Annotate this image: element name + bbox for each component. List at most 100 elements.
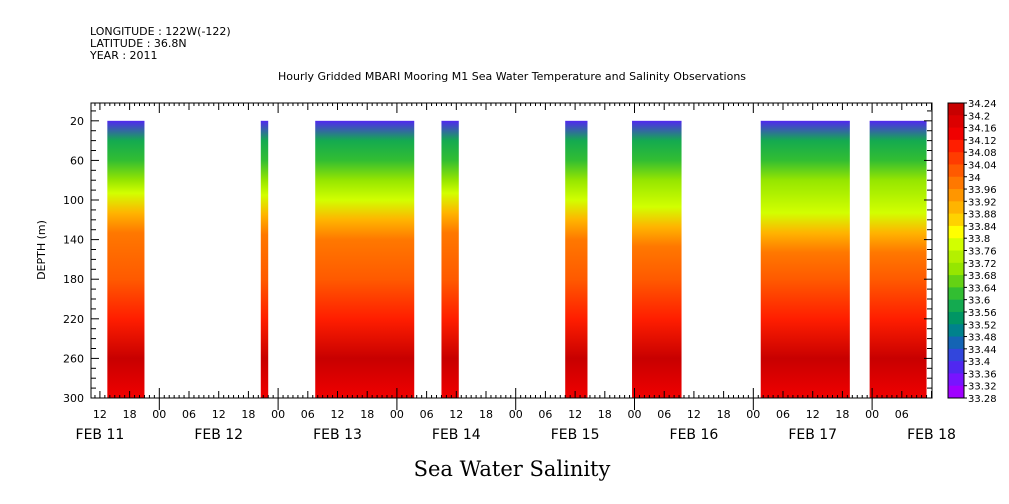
x-hour-label: 06 [538, 408, 552, 421]
colorbar-label: 33.8 [968, 234, 990, 245]
colorbar-swatch [948, 373, 964, 387]
y-tick-label: 220 [63, 313, 84, 326]
colorbar-label: 34.08 [968, 148, 997, 159]
colorbar-swatch [948, 225, 964, 239]
colorbar-swatch [948, 336, 964, 350]
y-tick-label: 20 [70, 115, 84, 128]
x-hour-label: 06 [657, 408, 671, 421]
x-date-label: FEB 15 [551, 427, 600, 443]
colorbar-swatch [948, 385, 964, 399]
colorbar-swatch [948, 311, 964, 325]
colorbar-swatch [948, 201, 964, 215]
x-hour-label: 18 [123, 408, 137, 421]
x-date-label: FEB 12 [194, 427, 243, 443]
x-date-label: FEB 18 [907, 427, 956, 443]
y-tick-label: 180 [63, 273, 84, 286]
year-label: YEAR : 2011 [89, 49, 158, 62]
y-tick-label: 260 [63, 352, 84, 365]
colorbar-swatch [948, 262, 964, 276]
x-hour-label: 06 [420, 408, 434, 421]
x-hour-label: 12 [93, 408, 107, 421]
colorbar-swatch [948, 324, 964, 338]
colorbar-label: 33.76 [968, 247, 997, 258]
y-tick-label: 100 [63, 194, 84, 207]
colorbar-swatch [948, 348, 964, 362]
colorbar-label: 33.32 [968, 382, 997, 393]
colorbar-label: 33.4 [968, 357, 990, 368]
data-segment [869, 120, 927, 399]
y-axis-label: DEPTH (m) [35, 220, 48, 280]
x-hour-label: 12 [212, 408, 226, 421]
colorbar-swatch [948, 189, 964, 202]
data-segments [107, 120, 927, 399]
plot-frame [90, 102, 933, 399]
colorbar-label: 34.16 [968, 124, 997, 135]
latitude-label: LATITUDE : 36.8N [90, 37, 187, 50]
y-axis: 20 60 100 140 180 220 260 300 [63, 110, 932, 405]
x-hour-label: 00 [390, 408, 404, 421]
chart-title: Hourly Gridded MBARI Mooring M1 Sea Wate… [278, 70, 746, 83]
x-hour-label: 00 [865, 408, 879, 421]
x-hour-label: 18 [835, 408, 849, 421]
x-date-label: FEB 16 [670, 427, 719, 443]
data-segment [315, 120, 415, 399]
x-hour-label: 12 [568, 408, 582, 421]
colorbar-label: 33.44 [968, 345, 997, 356]
colorbar-swatch [948, 139, 964, 153]
x-hour-label: 00 [271, 408, 285, 421]
colorbar-label: 33.92 [968, 197, 997, 208]
x-hour-label: 18 [598, 408, 612, 421]
y-tick-label: 60 [70, 154, 84, 167]
colorbar-swatch [948, 250, 964, 264]
colorbar-label: 34.24 [968, 99, 997, 110]
x-hour-label: 00 [509, 408, 523, 421]
x-hour-label: 00 [628, 408, 642, 421]
colorbar-swatch [948, 213, 964, 227]
colorbar-swatch [948, 238, 964, 251]
x-date-label: FEB 14 [432, 427, 481, 443]
colorbar-swatch [948, 275, 964, 288]
colorbar-label: 34.2 [968, 111, 990, 122]
x-hour-label: 18 [479, 408, 493, 421]
x-date-label: FEB 11 [76, 427, 125, 443]
colorbar-swatch [948, 164, 964, 178]
data-segment [260, 120, 269, 399]
plot-subtitle: Sea Water Salinity [414, 457, 611, 481]
colorbar-label: 33.72 [968, 259, 997, 270]
colorbar-label: 33.68 [968, 271, 997, 282]
x-hour-label: 12 [331, 408, 345, 421]
colorbar-swatch [948, 127, 964, 141]
colorbar-label: 33.6 [968, 296, 990, 307]
colorbar-label: 33.84 [968, 222, 997, 233]
y-tick-label: 140 [63, 234, 84, 247]
colorbar-swatch [948, 299, 964, 313]
x-hour-label: 06 [182, 408, 196, 421]
colorbar-label: 34.12 [968, 136, 997, 147]
x-hour-label: 00 [746, 408, 760, 421]
colorbar-swatch [948, 103, 964, 116]
colorbar-label: 33.64 [968, 283, 997, 294]
colorbar-swatch [948, 176, 964, 190]
x-axis: 12 18 00 06 12 18 00 06 12 18 00 06 12 18 00 06 12 18 00 06… [76, 103, 956, 443]
data-segment [632, 120, 682, 399]
data-segment [565, 120, 588, 399]
colorbar-label: 33.56 [968, 308, 997, 319]
x-hour-label: 06 [776, 408, 790, 421]
colorbar-swatch [948, 115, 964, 129]
x-hour-label: 18 [717, 408, 731, 421]
x-hour-label: 06 [895, 408, 909, 421]
colorbar-label: 33.96 [968, 185, 997, 196]
colorbar-label: 33.52 [968, 320, 997, 331]
colorbar-swatch [948, 361, 964, 374]
colorbar-label: 33.48 [968, 333, 997, 344]
y-tick-label: 300 [63, 392, 84, 405]
x-hour-label: 12 [806, 408, 820, 421]
data-segment [441, 120, 459, 399]
x-date-label: FEB 13 [313, 427, 362, 443]
x-hour-label: 06 [301, 408, 315, 421]
x-hour-label: 12 [687, 408, 701, 421]
colorbar-swatch [948, 287, 964, 301]
